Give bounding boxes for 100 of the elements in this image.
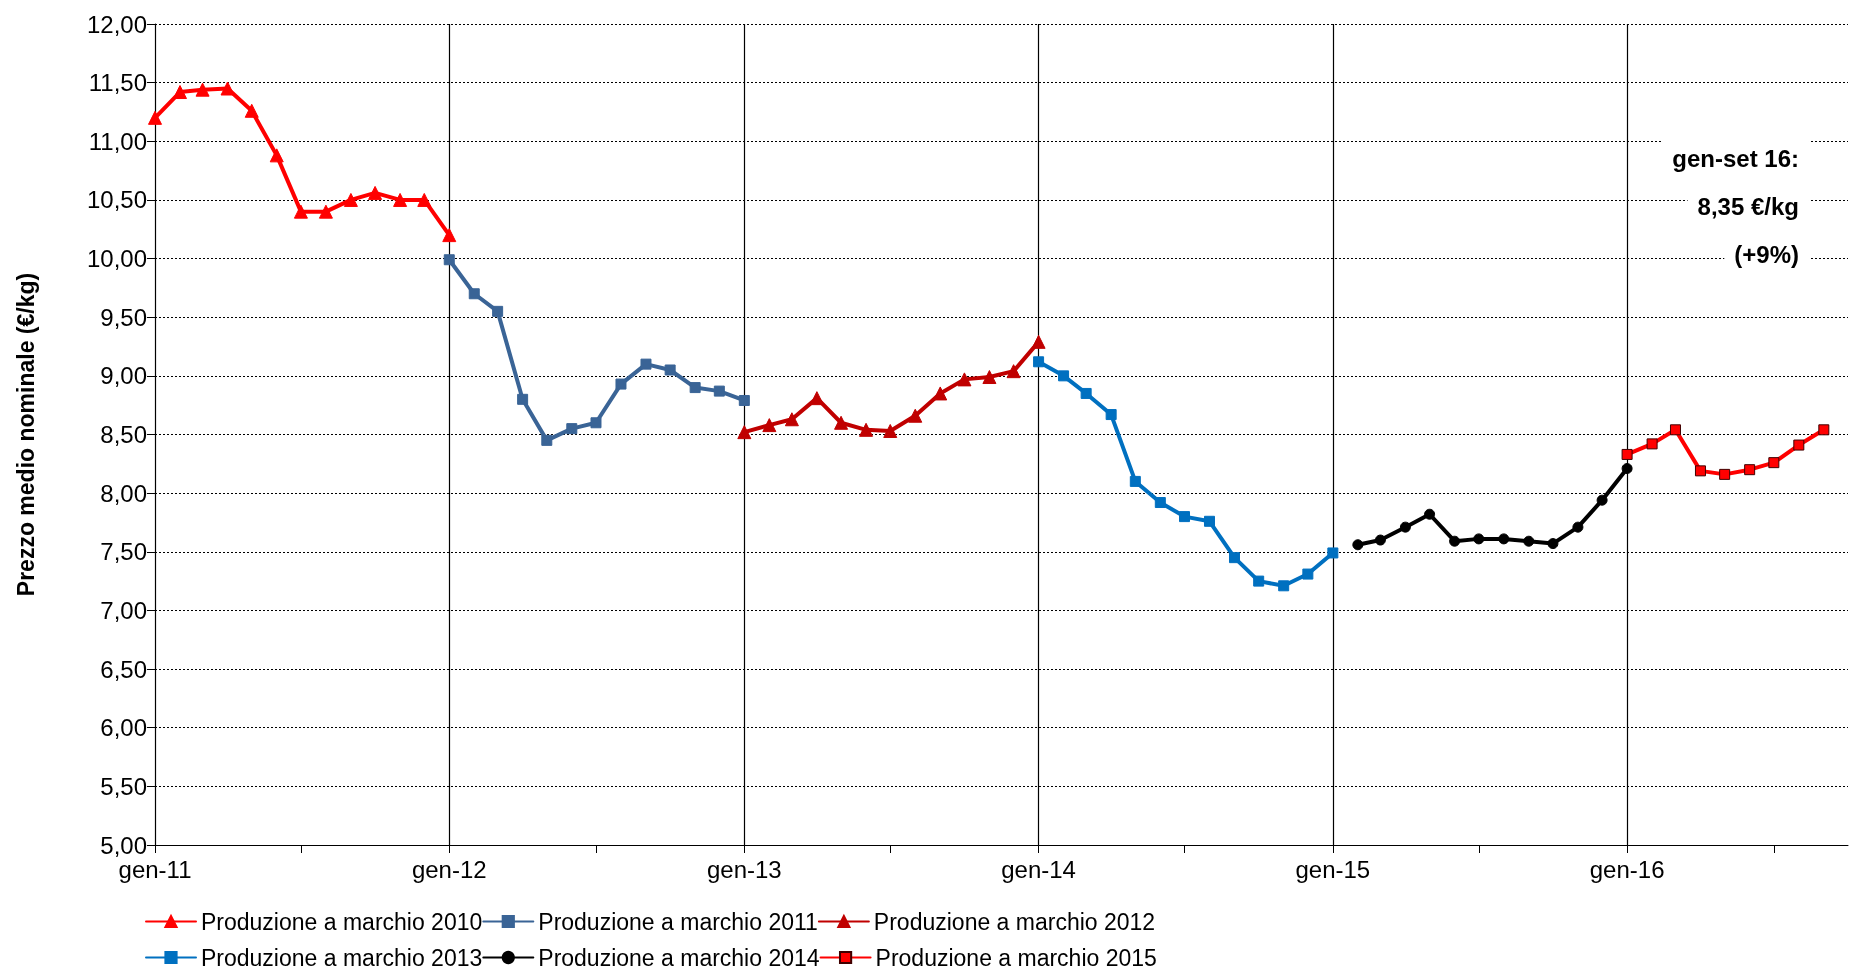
- point: [1374, 534, 1386, 546]
- point: [1669, 424, 1681, 436]
- x-tick-label: gen-14: [1001, 855, 1076, 883]
- point: [1646, 438, 1658, 450]
- annotation: 8,35 €/kg: [1697, 192, 1799, 220]
- point: [1031, 334, 1046, 349]
- point: [393, 192, 408, 207]
- point: [1523, 535, 1535, 547]
- point: [148, 110, 162, 125]
- point: [1129, 475, 1141, 487]
- point: [834, 415, 849, 430]
- x-tick-label: gen-16: [1589, 855, 1665, 883]
- point: [443, 254, 455, 266]
- point: [1058, 370, 1070, 382]
- point: [737, 425, 752, 440]
- point: [590, 417, 602, 429]
- point: [809, 391, 824, 406]
- legend-label: Produzione a marchio 2010: [201, 908, 483, 935]
- point: [1302, 568, 1314, 580]
- point: [1719, 468, 1731, 480]
- point: [1424, 508, 1436, 520]
- point: [220, 81, 235, 96]
- point: [1179, 511, 1191, 523]
- point: [1572, 521, 1584, 533]
- x-tick-label: gen-12: [411, 855, 487, 883]
- point: [784, 412, 799, 427]
- point: [933, 386, 948, 401]
- point: [1793, 439, 1805, 451]
- legend-label: Produzione a marchio 2014: [538, 944, 820, 971]
- point: [517, 393, 529, 405]
- y-tick-label: 10,00: [86, 245, 147, 273]
- y-tick-label: 11,00: [88, 127, 147, 155]
- point: [762, 418, 777, 433]
- annotation: (+9%): [1734, 240, 1799, 268]
- point: [417, 192, 432, 207]
- legend-label: Produzione a marchio 2012: [873, 908, 1156, 935]
- point: [1818, 424, 1830, 436]
- point: [1547, 538, 1559, 550]
- point: [713, 385, 725, 397]
- point: [318, 204, 333, 219]
- point: [1154, 497, 1166, 509]
- point: [195, 82, 210, 97]
- point: [957, 372, 972, 387]
- point: [343, 192, 358, 207]
- point: [468, 288, 480, 300]
- y-tick-label: 6,50: [100, 655, 147, 683]
- y-tick-label: 5,50: [100, 772, 147, 800]
- point: [541, 434, 553, 446]
- legend-label: Produzione a marchio 2011: [538, 908, 818, 935]
- point: [689, 382, 701, 394]
- y-tick-label: 8,50: [100, 421, 147, 448]
- y-tick-label: 12,00: [86, 10, 147, 38]
- y-tick-label: 7,00: [100, 596, 147, 624]
- point: [566, 423, 578, 435]
- point: [1399, 521, 1411, 533]
- x-tick-label: gen-13: [706, 855, 782, 883]
- point: [244, 103, 259, 118]
- point: [1228, 552, 1240, 564]
- y-tick-label: 7,50: [100, 538, 147, 566]
- y-tick-label: 9,00: [100, 362, 147, 390]
- point: [1033, 356, 1045, 368]
- point: [442, 228, 457, 243]
- y-tick-label: 6,00: [100, 714, 147, 742]
- point: [293, 204, 308, 219]
- point: [172, 85, 187, 100]
- point: [1278, 580, 1290, 592]
- y-tick-label: 10,50: [86, 186, 147, 214]
- x-tick-label: gen-15: [1295, 855, 1371, 883]
- point: [1694, 465, 1706, 477]
- point: [368, 185, 383, 200]
- point: [1473, 533, 1485, 545]
- point: [738, 394, 750, 406]
- point: [859, 422, 874, 437]
- point: [1327, 547, 1339, 559]
- y-axis-title: Prezzo medio nominale (€/kg): [12, 272, 39, 597]
- point: [1253, 575, 1265, 587]
- y-tick-label: 9,50: [100, 303, 147, 331]
- point: [615, 378, 627, 390]
- point: [492, 305, 504, 317]
- point: [1768, 457, 1780, 469]
- point: [1498, 533, 1510, 545]
- point: [640, 358, 652, 370]
- point: [1352, 539, 1364, 551]
- legend-label: Produzione a marchio 2015: [875, 944, 1157, 971]
- annotation: gen-set 16:: [1672, 144, 1799, 172]
- y-tick-label: 11,50: [88, 69, 147, 97]
- point: [1744, 464, 1756, 476]
- point: [664, 364, 676, 376]
- point: [1080, 387, 1092, 399]
- point: [1105, 409, 1117, 421]
- point: [1621, 463, 1633, 475]
- point: [908, 408, 923, 423]
- y-tick-label: 8,00: [100, 479, 147, 507]
- point: [1596, 494, 1608, 506]
- point: [1621, 448, 1633, 460]
- point: [883, 423, 898, 438]
- point: [269, 148, 284, 163]
- point: [982, 370, 997, 385]
- point: [1204, 515, 1215, 527]
- legend-label: Produzione a marchio 2013: [201, 944, 483, 971]
